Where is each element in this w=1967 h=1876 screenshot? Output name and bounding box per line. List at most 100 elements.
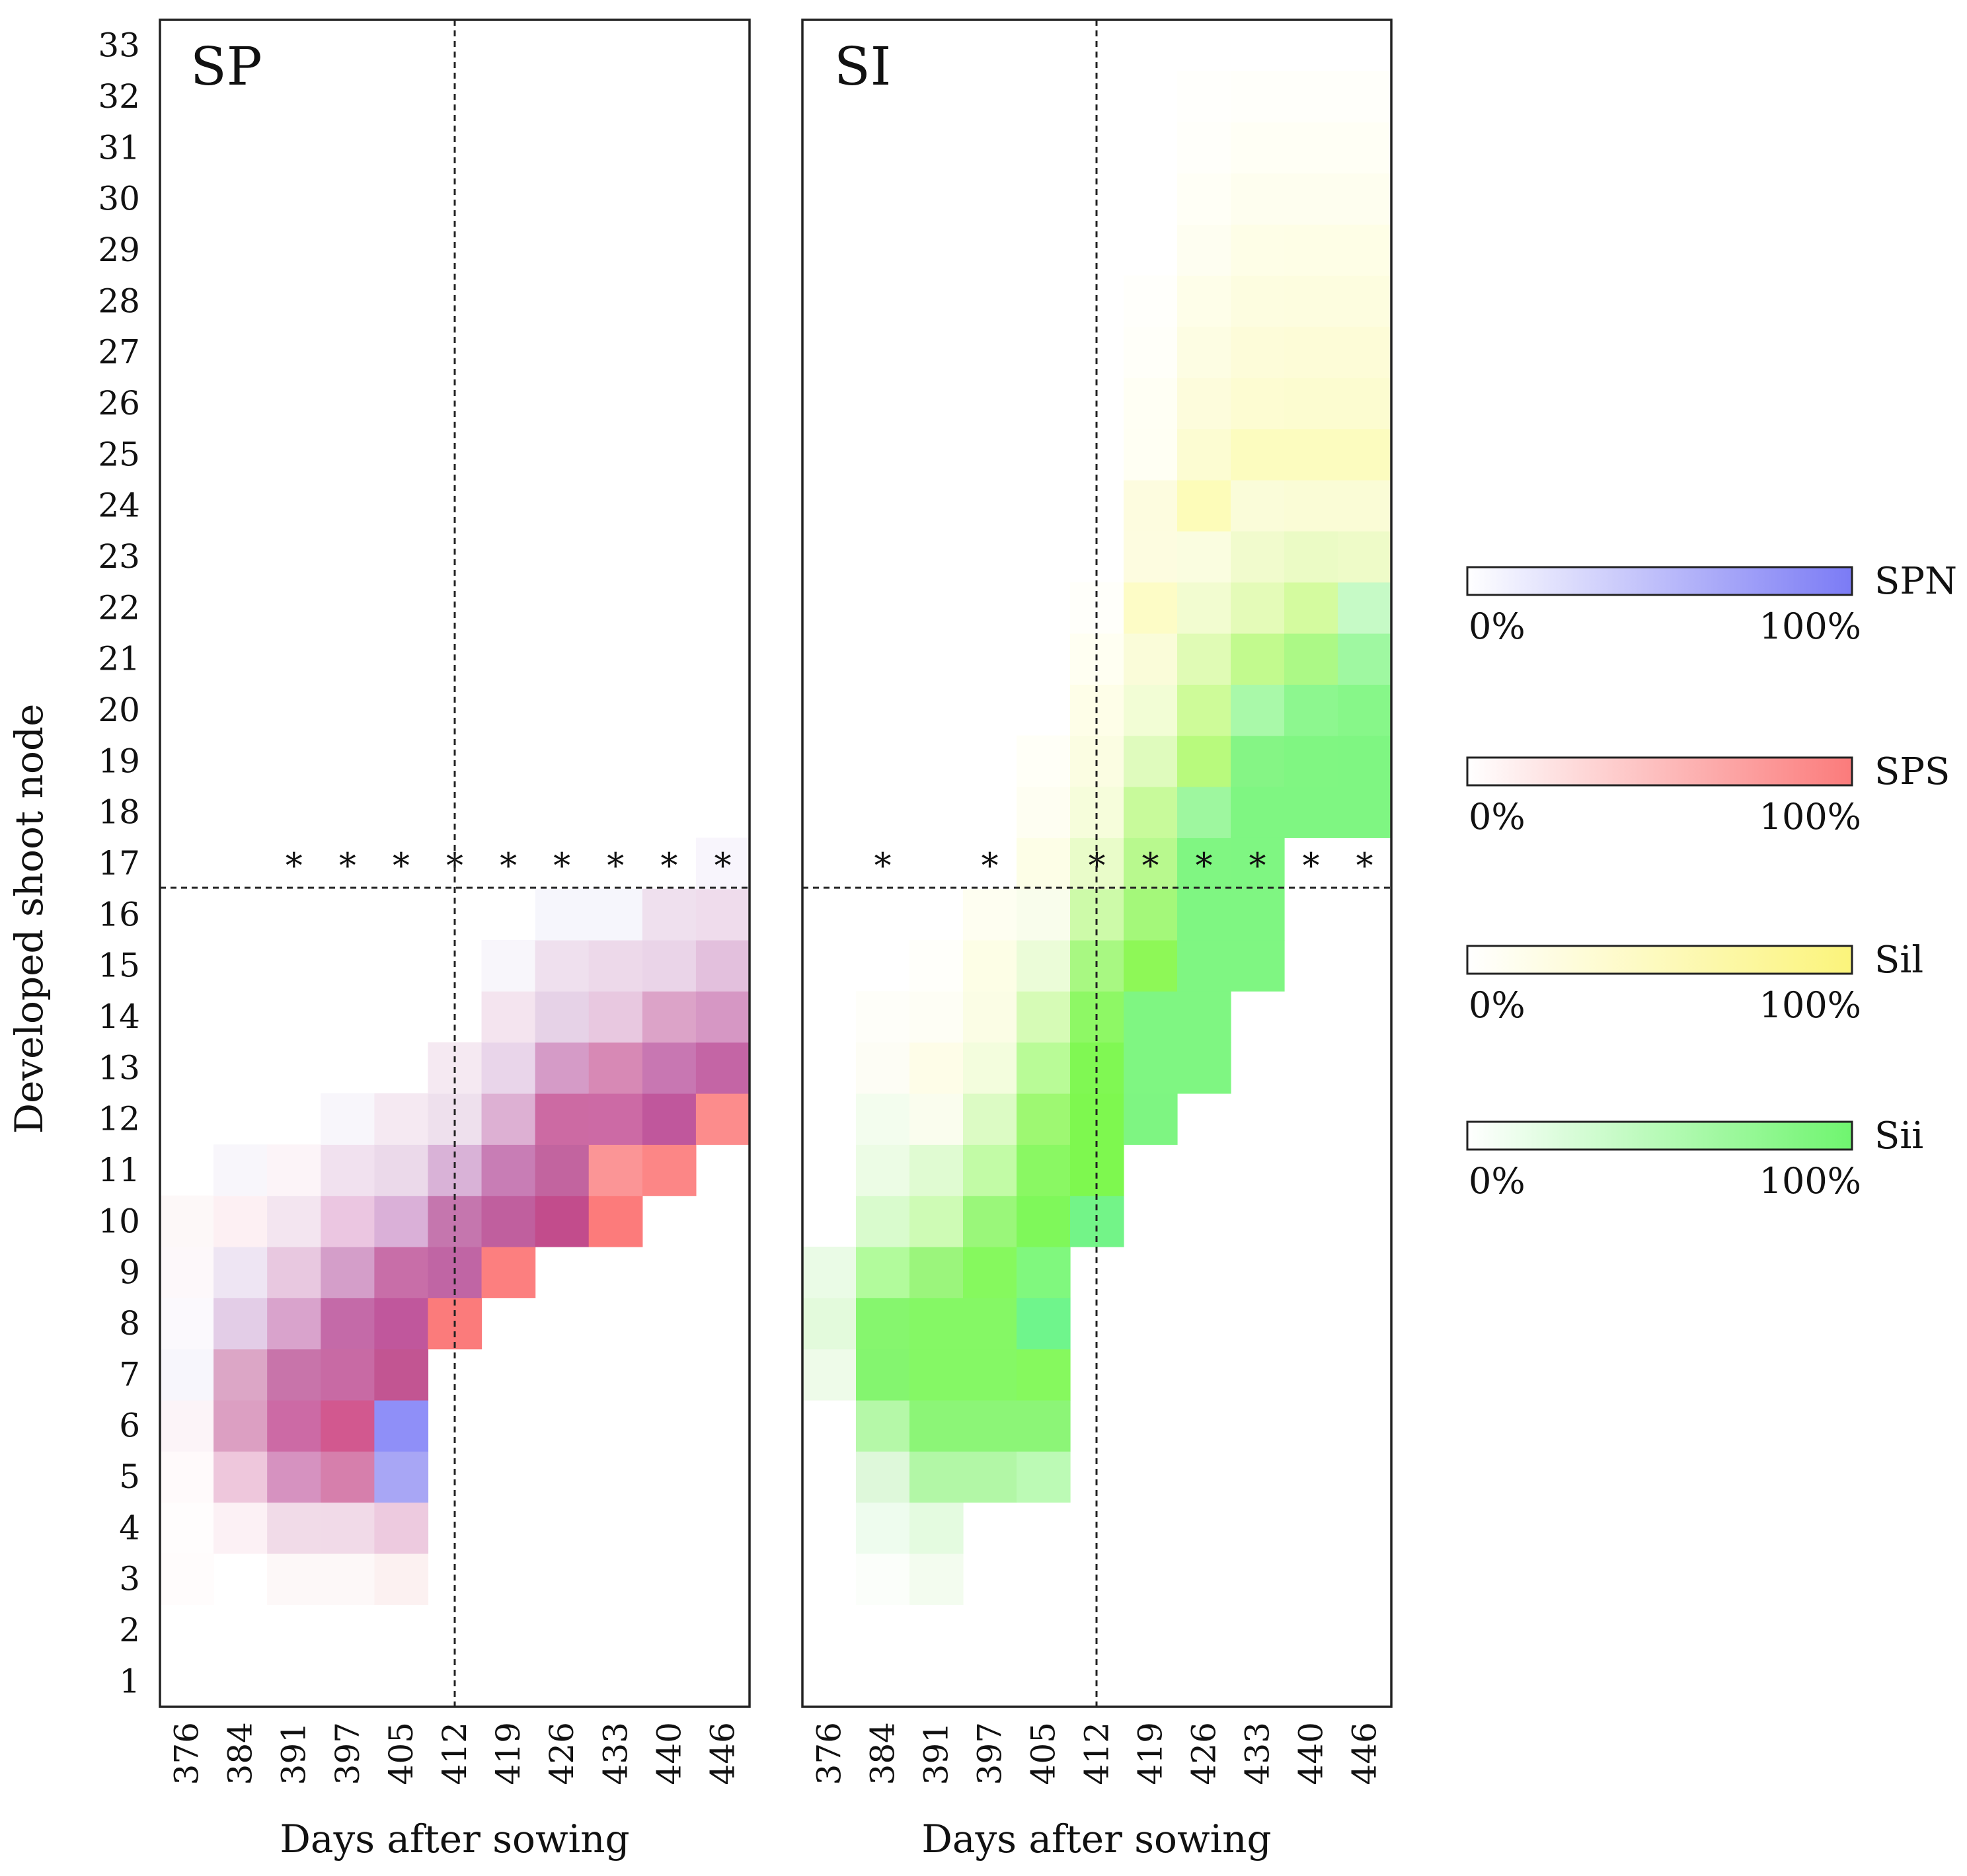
heatmap-cell (963, 940, 1017, 992)
heatmap-cell (1017, 787, 1071, 838)
panel-si-frame (801, 19, 1393, 1708)
x-tick-label: 376 (810, 1722, 849, 1785)
y-tick-label: 21 (98, 640, 140, 678)
heatmap-cell (856, 1298, 910, 1350)
heatmap-cell (1338, 582, 1392, 634)
heatmap-cell (374, 1553, 429, 1605)
heatmap-cell (267, 1247, 321, 1298)
legend-group: SPN 0% 100% SPS 0% 100% Sil 0% 100% Sii 0% 100% (1466, 560, 1957, 1202)
heatmap-cell (1284, 428, 1338, 481)
heatmap-cell (963, 1247, 1017, 1298)
heatmap-cell (1231, 888, 1285, 941)
heatmap-cell (802, 1348, 857, 1401)
heatmap-cell (160, 1247, 214, 1298)
heatmap-cell (856, 991, 910, 1043)
heatmap-cell (909, 1400, 964, 1452)
heatmap-cell (374, 1195, 429, 1247)
significance-star: * (1303, 847, 1320, 886)
heatmap-cell (909, 1298, 964, 1350)
x-tick-label: 433 (596, 1722, 635, 1785)
legend-max-label: 100% (1759, 984, 1861, 1026)
heatmap-cell (321, 1298, 375, 1350)
y-tick-label: 18 (98, 793, 140, 832)
significance-star: * (1356, 847, 1373, 886)
heatmap-cell (1177, 787, 1231, 838)
heatmap-cell (374, 1451, 429, 1503)
heatmap-cell (374, 1400, 429, 1452)
panel-si-x-tick-labels: 376 384 391 397 405 412 419 426 433 440 446 (810, 1722, 1384, 1785)
heatmap-cell (1338, 173, 1392, 225)
heatmap-cell (1177, 735, 1231, 787)
heatmap-cell (1017, 1298, 1071, 1350)
heatmap-cell (213, 1451, 268, 1503)
heatmap-cell (160, 1502, 214, 1554)
x-tick-label: 405 (382, 1722, 420, 1785)
legend-item: SPN 0% 100% (1466, 560, 1957, 647)
significance-star: * (553, 847, 570, 886)
x-tick-label: 391 (917, 1722, 956, 1785)
heatmap-cell (909, 1247, 964, 1298)
heatmap-cell (802, 1298, 857, 1350)
heatmap-cell (321, 1195, 375, 1247)
significance-star: * (500, 847, 517, 886)
heatmap-cell (374, 1348, 429, 1401)
heatmap-cell (1177, 888, 1231, 941)
heatmap-cell (1177, 633, 1231, 685)
heatmap-cell (1284, 531, 1338, 583)
y-tick-label: 19 (98, 742, 140, 780)
heatmap-cell (588, 888, 643, 941)
legend-max-label: 100% (1759, 606, 1861, 647)
heatmap-cell (160, 1400, 214, 1452)
heatmap-cell (909, 1144, 964, 1196)
x-tick-label: 426 (1185, 1722, 1223, 1785)
heatmap-cell (1231, 377, 1285, 430)
significance-star: * (393, 847, 410, 886)
panel-sp-label: SP (190, 36, 262, 97)
panel-si-x-axis-title: Days after sowing (921, 1817, 1271, 1861)
x-tick-label: 384 (864, 1722, 902, 1785)
heatmap-cell (1177, 173, 1231, 225)
heatmap-cell (1231, 531, 1285, 583)
heatmap-cell (1284, 224, 1338, 276)
heatmap-cell (1177, 838, 1231, 890)
heatmap-cell (267, 1502, 321, 1554)
heatmap-cell (321, 1400, 375, 1452)
heatmap-cell (213, 1247, 268, 1298)
x-tick-label: 412 (436, 1722, 474, 1785)
heatmap-cell (1124, 1093, 1178, 1145)
heatmap-cell (267, 1348, 321, 1401)
heatmap-cell (642, 940, 697, 992)
heatmap-cell (481, 940, 536, 992)
heatmap-cell (963, 1042, 1017, 1094)
heatmap-cell (588, 940, 643, 992)
heatmap-cell (642, 888, 697, 941)
heatmap-cell (695, 888, 750, 941)
heatmap-cell (909, 1553, 964, 1605)
heatmap-cell (213, 1400, 268, 1452)
legend-min-label: 0% (1469, 796, 1525, 838)
heatmap-cell (1177, 531, 1231, 583)
heatmap-cell (1124, 991, 1178, 1043)
heatmap-cell (1124, 480, 1178, 531)
heatmap-cell (909, 940, 964, 992)
heatmap-cell (535, 1042, 590, 1094)
heatmap-cell (213, 1298, 268, 1350)
heatmap-cell (1231, 71, 1285, 123)
heatmap-cell (695, 838, 750, 890)
heatmap-cell (1124, 940, 1178, 992)
heatmap-cell (321, 1247, 375, 1298)
panel-sp: * * * * * * * * * SP 123456789101112131415161718… (98, 19, 751, 1861)
heatmap-cell (1284, 480, 1338, 531)
heatmap-cell (856, 1451, 910, 1503)
y-tick-label: 14 (98, 997, 140, 1036)
y-tick-label: 6 (119, 1407, 140, 1445)
heatmap-cell (535, 1093, 590, 1145)
heatmap-cell (213, 1144, 268, 1196)
significance-star: * (1249, 847, 1266, 886)
x-tick-label: 440 (1292, 1722, 1331, 1785)
x-tick-label: 391 (275, 1722, 313, 1785)
heatmap-cell (1177, 224, 1231, 276)
heatmap-cell (481, 1042, 536, 1094)
y-tick-label: 8 (119, 1304, 140, 1343)
heatmap-cell (1124, 633, 1178, 685)
